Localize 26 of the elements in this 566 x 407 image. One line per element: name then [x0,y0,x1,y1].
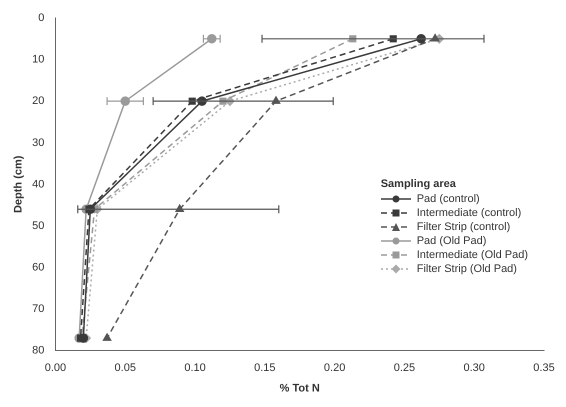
y-tick-label: 30 [32,136,44,149]
x-tick-label: 0.35 [533,362,555,374]
x-tick-label: 0.15 [254,362,276,374]
y-tick-label: 50 [32,220,44,232]
x-tick-label: 0.00 [44,362,66,374]
y-tick-label: 80 [32,344,44,357]
y-tick-label: 20 [32,95,44,108]
x-axis-title: % Tot N [280,382,320,394]
legend-label: Intermediate (control) [416,206,522,220]
x-tick-label: 0.10 [184,362,206,374]
legend-label: Filter Strip (Old Pad) [416,262,517,276]
y-tick-label: 40 [32,178,44,190]
y-tick-label: 10 [32,54,44,66]
y-tick-label: 0 [38,12,44,24]
x-tick-label: 0.30 [463,362,485,374]
y-axis-title: Depth (cm) [12,155,25,214]
y-tick-label: 60 [32,261,44,274]
legend-label: Filter Strip (control) [416,220,510,234]
legend-label: Pad (Old Pad) [416,234,486,248]
legend-label: Intermediate (Old Pad) [416,248,528,262]
y-tick-label: 70 [32,303,44,316]
x-tick-label: 0.20 [324,362,346,374]
legend-label: Pad (control) [416,192,480,206]
x-tick-label: 0.05 [114,362,136,374]
x-tick-label: 0.25 [394,362,416,374]
legend-title: Sampling area [380,178,457,190]
